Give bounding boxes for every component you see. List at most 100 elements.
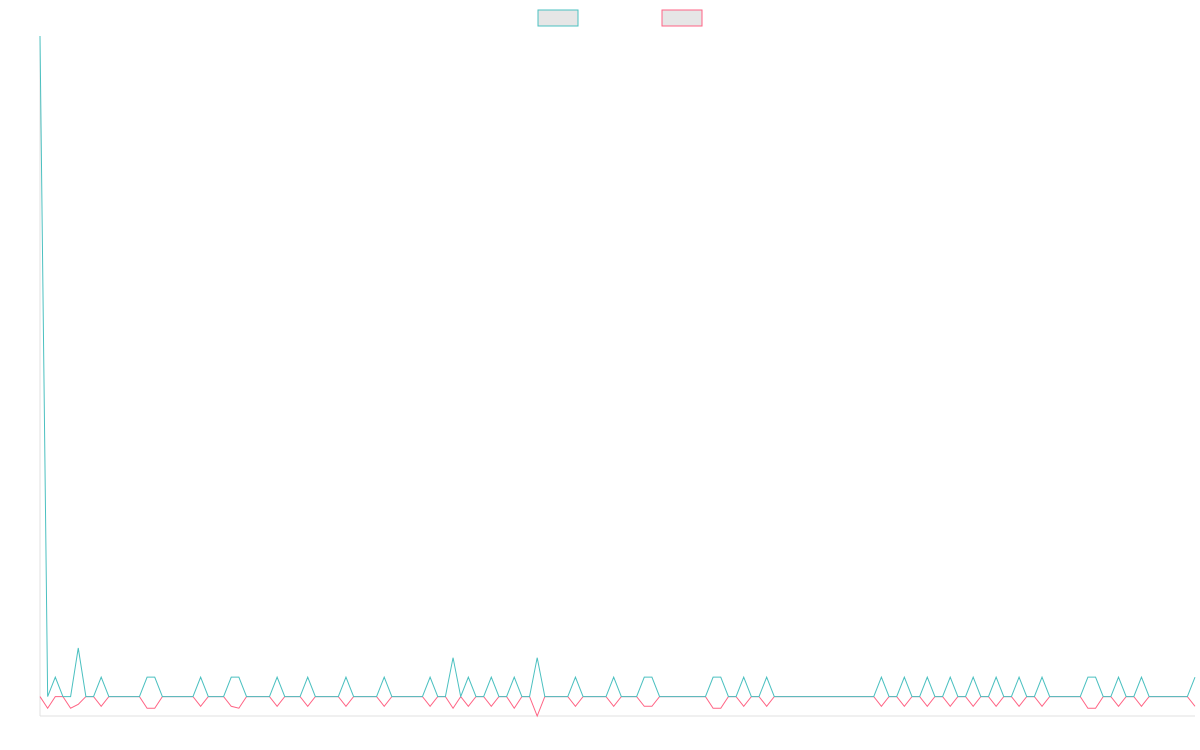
data-point[interactable] [176, 695, 180, 699]
data-point[interactable] [398, 695, 402, 699]
data-point[interactable] [359, 695, 363, 699]
data-point[interactable] [849, 695, 853, 699]
data-point[interactable] [352, 695, 356, 699]
data-point[interactable] [69, 695, 73, 699]
data-point[interactable] [956, 695, 960, 699]
data-point[interactable] [550, 695, 554, 699]
data-point[interactable] [543, 695, 547, 699]
data-point[interactable] [137, 695, 141, 699]
data-point[interactable] [535, 714, 539, 718]
data-point[interactable] [757, 695, 761, 699]
data-point[interactable] [1117, 704, 1121, 708]
data-point[interactable] [1109, 695, 1113, 699]
data-point[interactable] [451, 656, 455, 660]
data-point[interactable] [948, 704, 952, 708]
data-point[interactable] [902, 675, 906, 679]
legend-item[interactable] [537, 9, 579, 27]
data-point[interactable] [145, 675, 149, 679]
data-point[interactable] [382, 675, 386, 679]
data-point[interactable] [711, 706, 715, 710]
data-point[interactable] [1094, 706, 1098, 710]
data-point[interactable] [681, 695, 685, 699]
data-point[interactable] [107, 695, 111, 699]
data-point[interactable] [512, 675, 516, 679]
data-point[interactable] [772, 695, 776, 699]
data-point[interactable] [428, 704, 432, 708]
data-point[interactable] [76, 702, 80, 706]
data-point[interactable] [153, 706, 157, 710]
data-point[interactable] [872, 695, 876, 699]
data-point[interactable] [864, 695, 868, 699]
data-point[interactable] [795, 695, 799, 699]
data-point[interactable] [535, 656, 539, 660]
data-point[interactable] [199, 704, 203, 708]
data-point[interactable] [367, 695, 371, 699]
data-point[interactable] [1002, 695, 1006, 699]
data-point[interactable] [329, 695, 333, 699]
data-point[interactable] [428, 675, 432, 679]
data-point[interactable] [604, 695, 608, 699]
data-point[interactable] [206, 695, 210, 699]
data-point[interactable] [887, 695, 891, 699]
data-point[interactable] [1170, 695, 1174, 699]
data-point[interactable] [925, 675, 929, 679]
data-point[interactable] [902, 704, 906, 708]
data-point[interactable] [573, 675, 577, 679]
data-point[interactable] [497, 695, 501, 699]
data-point[interactable] [826, 695, 830, 699]
data-point[interactable] [811, 695, 815, 699]
data-point[interactable] [229, 675, 233, 679]
data-point[interactable] [252, 695, 256, 699]
data-point[interactable] [1155, 695, 1159, 699]
data-point[interactable] [1086, 675, 1090, 679]
data-point[interactable] [1162, 695, 1166, 699]
data-point[interactable] [734, 695, 738, 699]
data-point[interactable] [1193, 675, 1197, 679]
data-point[interactable] [237, 706, 241, 710]
data-point[interactable] [436, 695, 440, 699]
data-point[interactable] [114, 695, 118, 699]
data-point[interactable] [910, 695, 914, 699]
data-point[interactable] [703, 695, 707, 699]
data-point[interactable] [420, 695, 424, 699]
data-point[interactable] [1063, 695, 1067, 699]
legend-swatch[interactable] [537, 9, 579, 27]
data-point[interactable] [719, 706, 723, 710]
data-point[interactable] [589, 695, 593, 699]
data-point[interactable] [612, 704, 616, 708]
data-point[interactable] [1055, 695, 1059, 699]
data-point[interactable] [941, 695, 945, 699]
data-point[interactable] [275, 675, 279, 679]
data-point[interactable] [803, 695, 807, 699]
data-point[interactable] [528, 695, 532, 699]
data-point[interactable] [61, 695, 65, 699]
data-point[interactable] [627, 695, 631, 699]
data-point[interactable] [1040, 704, 1044, 708]
data-point[interactable] [1147, 695, 1151, 699]
data-point[interactable] [214, 695, 218, 699]
data-point[interactable] [344, 704, 348, 708]
data-point[interactable] [260, 695, 264, 699]
data-point[interactable] [145, 706, 149, 710]
legend-swatch[interactable] [661, 9, 703, 27]
data-point[interactable] [1048, 695, 1052, 699]
data-point[interactable] [1032, 695, 1036, 699]
data-point[interactable] [84, 695, 88, 699]
data-point[interactable] [122, 695, 126, 699]
data-point[interactable] [375, 695, 379, 699]
data-point[interactable] [46, 706, 50, 710]
data-point[interactable] [971, 675, 975, 679]
data-point[interactable] [390, 695, 394, 699]
data-point[interactable] [856, 695, 860, 699]
data-point[interactable] [53, 675, 57, 679]
data-point[interactable] [69, 706, 73, 710]
data-point[interactable] [1139, 704, 1143, 708]
data-point[interactable] [298, 695, 302, 699]
data-point[interactable] [573, 704, 577, 708]
data-point[interactable] [237, 675, 241, 679]
data-point[interactable] [918, 695, 922, 699]
data-point[interactable] [948, 675, 952, 679]
data-point[interactable] [306, 704, 310, 708]
data-point[interactable] [466, 704, 470, 708]
data-point[interactable] [38, 34, 42, 38]
